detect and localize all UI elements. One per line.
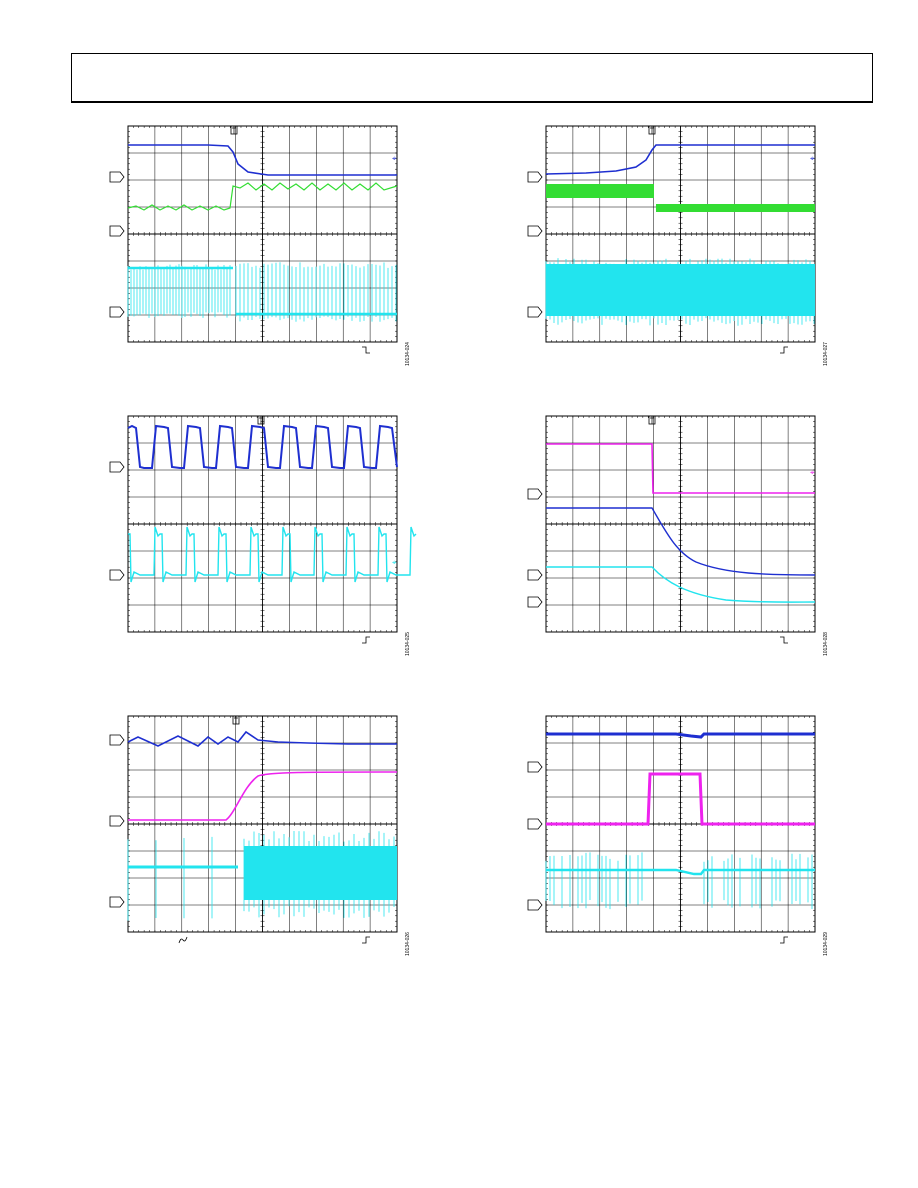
offset-marker-icon: ⌖	[392, 154, 397, 163]
trace-blue	[127, 424, 398, 469]
channel-marker-3-icon	[109, 306, 125, 318]
scope-grid	[545, 415, 816, 633]
channel-markers	[527, 761, 543, 911]
channel-markers	[527, 171, 543, 318]
trace-magenta	[128, 771, 398, 821]
figure-id: 10134-026	[405, 932, 411, 956]
channel-marker-2-icon	[527, 225, 543, 237]
scope-figure-1: ⌖ 10134-024	[109, 125, 411, 366]
scope-figure-4: ⌖ 10134-028	[527, 415, 829, 656]
wave-symbol-icon	[178, 936, 188, 944]
channel-marker-3-icon	[527, 899, 543, 911]
trace-cyan	[545, 852, 813, 910]
trace-magenta	[546, 772, 815, 826]
trigger-edge-icon	[780, 636, 788, 644]
scope-grid	[127, 415, 398, 633]
trace-magenta	[546, 443, 815, 494]
channel-marker-2-icon	[109, 569, 125, 581]
channel-markers	[109, 171, 125, 318]
page-header-box	[71, 53, 873, 103]
figure-id: 10134-024	[405, 342, 411, 366]
trace-cyan	[546, 566, 816, 603]
trace-green-band-left	[546, 184, 654, 198]
trace-cyan-baseline	[546, 868, 815, 876]
channel-marker-3-icon	[527, 596, 543, 608]
channel-marker-2-icon	[109, 225, 125, 237]
channel-marker-3-icon	[109, 896, 125, 908]
scope-figure-3: ⌖ 10134-025	[109, 415, 417, 656]
channel-marker-2-icon	[527, 818, 543, 830]
trace-blue	[546, 507, 816, 576]
channel-marker-1-icon	[109, 734, 125, 746]
trigger-edge-icon	[780, 346, 788, 354]
channel-marker-3-icon	[527, 306, 543, 318]
figure-id: 10134-025	[405, 632, 411, 656]
trace-green	[127, 182, 398, 211]
scope-figure-6: 10134-029	[527, 715, 829, 956]
channel-marker-1-icon	[527, 761, 543, 773]
figure-id: 10134-027	[823, 342, 829, 366]
trace-blue	[546, 732, 815, 739]
trigger-marker-icon	[232, 715, 240, 725]
trace-blue	[128, 144, 397, 176]
channel-marker-1-icon	[527, 171, 543, 183]
trace-cyan	[128, 526, 417, 583]
figure-id: 10134-029	[823, 932, 829, 956]
scope-figure-5: 10134-026	[109, 715, 411, 956]
offset-marker-icon: ⌖	[810, 468, 815, 477]
trigger-edge-icon	[362, 936, 370, 944]
trace-cyan-band	[244, 846, 397, 900]
trace-cyan	[127, 831, 395, 921]
channel-marker-2-icon	[109, 815, 125, 827]
trace-cyan	[545, 258, 815, 326]
scope-figure-2: ⌖ 10134-027	[527, 125, 829, 366]
channel-markers	[527, 488, 543, 608]
offset-marker-icon: ⌖	[392, 558, 397, 567]
trigger-edge-icon	[362, 346, 370, 354]
trigger-marker-icon	[230, 125, 238, 135]
trigger-marker-icon	[648, 125, 656, 135]
offset-marker-icon: ⌖	[810, 154, 815, 163]
trace-blue	[127, 730, 397, 747]
trigger-marker-icon	[257, 415, 265, 425]
trace-green-band-right	[656, 204, 815, 212]
trace-cyan	[127, 262, 397, 322]
trigger-edge-icon	[780, 936, 788, 944]
trigger-edge-icon	[362, 636, 370, 644]
channel-marker-1-icon	[527, 488, 543, 500]
channel-marker-2-icon	[527, 569, 543, 581]
channel-markers	[109, 461, 125, 581]
scope-grid	[127, 125, 398, 343]
figure-id: 10134-028	[823, 632, 829, 656]
trigger-marker-icon	[648, 415, 656, 425]
trace-blue	[545, 144, 815, 175]
channel-markers	[109, 734, 125, 908]
channel-marker-1-icon	[109, 171, 125, 183]
channel-marker-1-icon	[109, 461, 125, 473]
